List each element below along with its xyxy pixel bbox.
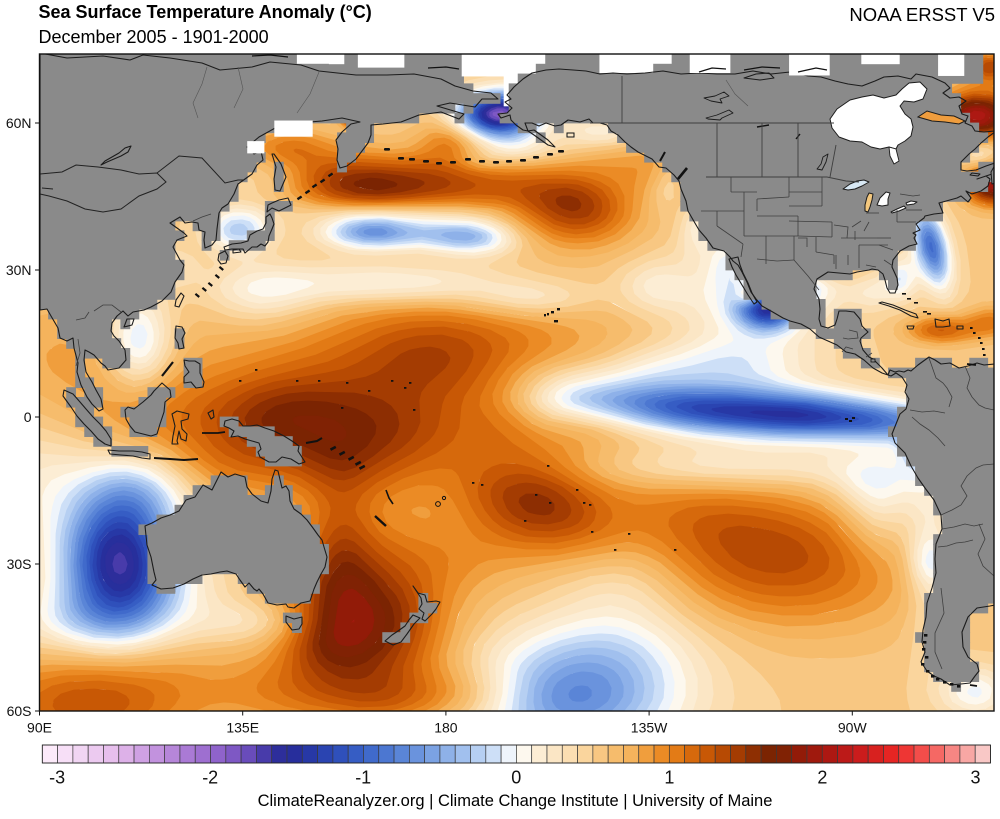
- svg-text:-1: -1: [355, 768, 371, 788]
- svg-text:90E: 90E: [27, 720, 52, 736]
- svg-text:0: 0: [511, 768, 521, 788]
- svg-text:60N: 60N: [6, 115, 32, 131]
- svg-text:3: 3: [970, 768, 980, 788]
- svg-text:2: 2: [817, 768, 827, 788]
- svg-text:-2: -2: [202, 768, 218, 788]
- svg-text:-3: -3: [49, 768, 65, 788]
- svg-text:90W: 90W: [838, 720, 868, 736]
- svg-text:30N: 30N: [6, 262, 32, 278]
- svg-text:180: 180: [434, 720, 458, 736]
- svg-text:135W: 135W: [631, 720, 668, 736]
- svg-text:0: 0: [24, 409, 32, 425]
- svg-text:30S: 30S: [7, 556, 32, 572]
- svg-text:60S: 60S: [7, 703, 32, 719]
- svg-text:1: 1: [664, 768, 674, 788]
- svg-text:135E: 135E: [226, 720, 259, 736]
